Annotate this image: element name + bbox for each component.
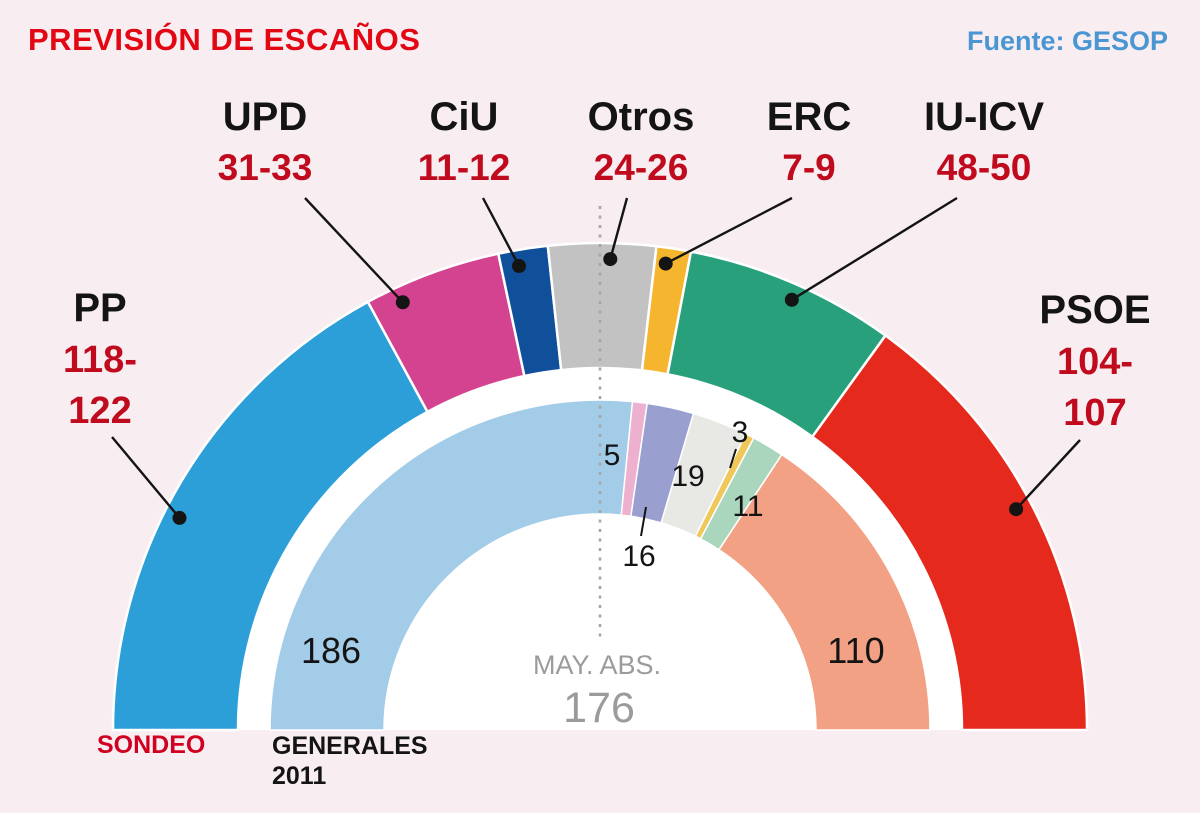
inner-value-iu-icv: 11 <box>732 490 764 523</box>
party-name: IU-ICV <box>924 95 1044 139</box>
party-range: 7-9 <box>782 147 836 188</box>
party-name: UPD <box>222 95 308 139</box>
party-name: PSOE <box>1039 288 1151 332</box>
leader-line <box>1015 439 1081 511</box>
leader-line <box>111 436 181 519</box>
inner-value-otros: 19 <box>671 460 705 493</box>
leader-dot <box>784 292 799 307</box>
segment-generales-pp[interactable] <box>269 399 634 731</box>
inner-value-pp: 186 <box>300 630 362 671</box>
ring-name-generales-2011: GENERALES 2011 <box>272 732 428 790</box>
inner-value-psoe: 110 <box>827 630 885 671</box>
party-name: ERC <box>766 95 852 139</box>
leader-line <box>481 197 521 267</box>
leader-inner-3 <box>729 448 737 469</box>
leader-dot <box>658 256 673 271</box>
inner-value-erc: 3 <box>731 416 749 449</box>
segment-sondeo-psoe[interactable] <box>810 333 1089 732</box>
inner-value-upd: 5 <box>603 439 621 472</box>
party-range: 11-12 <box>417 147 511 188</box>
party-range: 31-33 <box>217 147 313 188</box>
leader-dot <box>512 259 526 273</box>
leader-dot <box>603 252 618 267</box>
segment-generales-psoe[interactable] <box>717 453 931 731</box>
leader-line <box>665 196 793 265</box>
inner-value-ciu: 16 <box>622 540 656 573</box>
leader-line <box>304 197 404 304</box>
party-label-upd: UPD 31-33 <box>218 97 313 186</box>
leader-dot <box>395 295 410 310</box>
leader-line <box>609 197 629 260</box>
party-name: CiU <box>429 95 499 139</box>
party-label-otros: Otros 24-26 <box>588 97 695 186</box>
ring-name-sondeo: SONDEO <box>97 731 206 759</box>
party-range-line2: 107 <box>1063 392 1127 434</box>
party-range-line1: 118- <box>63 339 137 381</box>
majority-value: 176 <box>563 684 635 732</box>
leader-inner-16 <box>640 506 647 537</box>
segment-sondeo-otros[interactable] <box>546 241 658 372</box>
party-range: 48-50 <box>936 147 1032 188</box>
source-label: Fuente: GESOP <box>966 26 1168 56</box>
leader-line <box>791 196 958 301</box>
majority-label: MAY. ABS. <box>532 650 662 680</box>
leader-dot <box>1009 502 1024 517</box>
party-range-line1: 104- <box>1056 341 1134 383</box>
party-label-psoe: PSOE 104- 107 <box>1039 290 1150 432</box>
party-range-line2: 122 <box>68 390 132 432</box>
party-name: Otros <box>587 95 695 139</box>
party-range: 24-26 <box>593 147 689 188</box>
leader-dot <box>172 510 187 525</box>
party-label-pp: PP 118- 122 <box>63 288 137 430</box>
page-title: PREVISIÓN DE ESCAÑOS <box>28 22 421 57</box>
party-label-iu-icv: IU-ICV 48-50 <box>924 97 1044 186</box>
party-label-ciu: CiU 11-12 <box>418 97 511 186</box>
party-name: PP <box>73 286 127 330</box>
party-label-erc: ERC 7-9 <box>767 97 851 186</box>
